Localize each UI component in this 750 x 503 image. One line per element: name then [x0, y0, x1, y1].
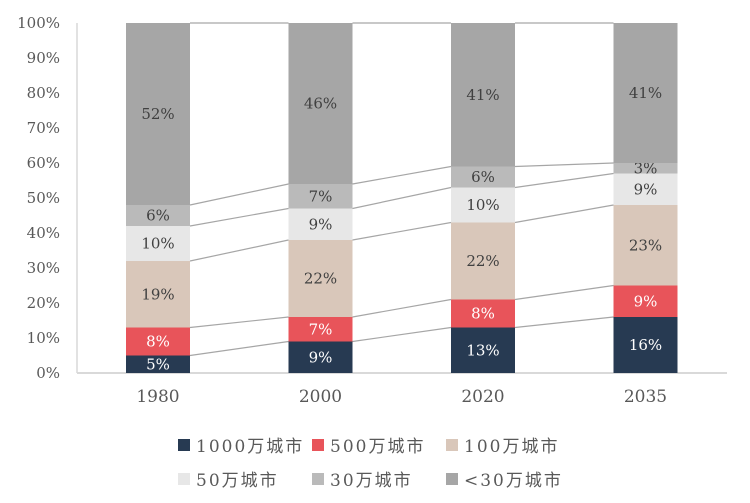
- bar-segment: [451, 299, 515, 328]
- y-tick-label: 80%: [27, 84, 60, 102]
- series-line: [189, 183, 289, 206]
- bar-segment-label: 9%: [634, 180, 658, 198]
- bar-segment: [288, 317, 353, 342]
- y-tick-label: 60%: [27, 154, 60, 172]
- y-tick-label: 40%: [27, 224, 60, 242]
- bar-segment: [288, 208, 353, 240]
- bar-segment: [288, 23, 353, 184]
- bar-segment-label: 7%: [309, 320, 333, 338]
- bar-segment-label: 10%: [466, 196, 499, 214]
- bar-segment-label: 41%: [629, 84, 662, 102]
- bar-segment: [126, 327, 190, 356]
- bar-segment-label: 19%: [141, 285, 174, 303]
- bar-segment-label: 16%: [629, 336, 662, 354]
- series-line: [352, 186, 452, 210]
- bar-segment: [451, 23, 515, 167]
- bar-segment: [613, 173, 678, 205]
- y-tick-label: 70%: [27, 119, 60, 137]
- bar-segment-label: 8%: [471, 305, 495, 323]
- bar-segment-label: 3%: [634, 159, 658, 177]
- y-tick-label: 10%: [27, 329, 60, 347]
- bar-segment-label: 5%: [146, 355, 170, 373]
- series-line: [352, 165, 452, 185]
- y-tick-label: 0%: [36, 364, 60, 382]
- bar-segment-label: 22%: [466, 252, 499, 270]
- bar-segment: [613, 205, 678, 286]
- bar-segment: [613, 285, 678, 317]
- series-line: [352, 326, 452, 343]
- y-tick-label: 30%: [27, 259, 60, 277]
- bar-segment-label: 6%: [146, 207, 170, 225]
- bar-segment: [126, 205, 190, 226]
- bar-segment-label: 8%: [146, 333, 170, 351]
- bar-segment: [451, 187, 515, 223]
- bar-segment: [613, 163, 678, 174]
- x-tick-label: 2020: [461, 387, 504, 407]
- y-tick-label: 20%: [27, 294, 60, 312]
- series-line: [352, 298, 452, 318]
- bar-segment-label: 52%: [141, 105, 174, 123]
- series-line: [514, 284, 614, 301]
- series-line: [189, 207, 289, 227]
- bar-segment-label: 9%: [309, 348, 333, 366]
- bar-segment-label: 46%: [304, 95, 337, 113]
- bar-segment-label: 23%: [629, 236, 662, 254]
- bar-segment: [613, 23, 678, 163]
- bar-segment: [451, 327, 515, 373]
- bar-segment: [126, 261, 190, 328]
- bar-segment-label: 6%: [471, 168, 495, 186]
- series-line: [189, 316, 289, 329]
- bar-segment-label: 7%: [309, 187, 333, 205]
- bar-segment-label: 13%: [466, 341, 499, 359]
- bar-segment: [126, 226, 190, 261]
- series-line: [514, 172, 614, 189]
- bar-segment-label: 9%: [634, 292, 658, 310]
- series-line: [189, 340, 289, 357]
- series-line: [352, 221, 452, 241]
- bar-segment: [126, 355, 190, 373]
- bar-segment: [288, 341, 353, 373]
- y-tick-label: 90%: [27, 49, 60, 67]
- bar-segment: [126, 23, 190, 205]
- y-tick-label: 100%: [17, 14, 60, 32]
- bar-segment: [451, 166, 515, 188]
- y-tick-label: 50%: [27, 189, 60, 207]
- series-line: [514, 204, 614, 224]
- bar-segment: [288, 184, 353, 209]
- series-line: [514, 162, 614, 168]
- bar-segment: [613, 317, 678, 373]
- series-line: [189, 239, 289, 262]
- bar-segment-label: 9%: [309, 215, 333, 233]
- bar-segment: [288, 240, 353, 317]
- x-tick-label: 1980: [136, 387, 179, 407]
- x-tick-label: 2035: [624, 387, 667, 407]
- x-tick-label: 2000: [299, 387, 342, 407]
- bar-segment-label: 41%: [466, 86, 499, 104]
- bar-segment: [451, 222, 515, 300]
- series-line: [514, 316, 614, 329]
- bar-segment-label: 10%: [141, 235, 174, 253]
- bar-segment-label: 22%: [304, 270, 337, 288]
